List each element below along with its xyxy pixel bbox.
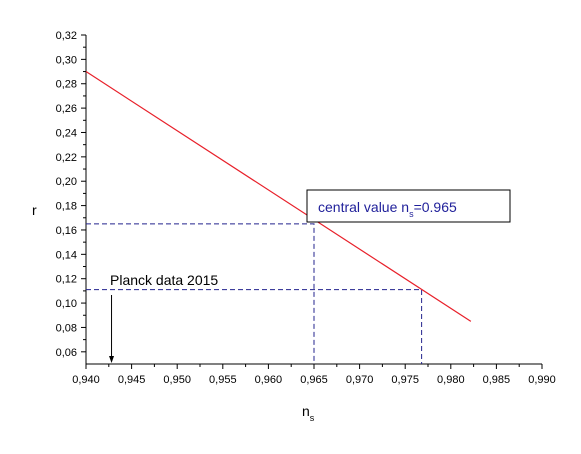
y-tick-label: 0,30: [56, 54, 77, 66]
y-tick-label: 0,32: [56, 30, 77, 42]
x-tick-label: 0,940: [72, 374, 100, 386]
central-value-box: [306, 189, 511, 223]
annotations: central value ns=0.965 Planck data 2015: [109, 189, 511, 363]
x-tick-label: 0,960: [255, 374, 283, 386]
series-line: [85, 71, 472, 322]
y-tick-label: 0,26: [56, 103, 77, 115]
x-tick-label: 0,990: [528, 374, 556, 386]
x-tick-label: 0,975: [391, 374, 419, 386]
planck-arrow-head: [109, 356, 115, 363]
x-tick-label: 0,965: [300, 374, 328, 386]
y-tick-label: 0,24: [56, 127, 77, 139]
y-tick-label: 0,10: [56, 298, 77, 310]
planck-label: Planck data 2015: [110, 272, 218, 288]
y-tick-label: 0,14: [56, 249, 77, 261]
x-tick-label: 0,985: [483, 374, 511, 386]
x-tick-label: 0,945: [118, 374, 146, 386]
x-tick-label: 0,955: [209, 374, 237, 386]
x-tick-label: 0,950: [163, 374, 191, 386]
central-value-text: central value n: [318, 199, 409, 215]
y-tick-label: 0,08: [56, 322, 77, 334]
y-tick-label: 0,18: [56, 201, 77, 213]
y-tick-label: 0,22: [56, 152, 77, 164]
central-value-label: central value ns=0.965: [318, 199, 457, 219]
x-tick-label: 0,970: [346, 374, 374, 386]
central-value-suffix: =0.965: [414, 199, 457, 215]
y-tick-label: 0,12: [56, 274, 77, 286]
x-axis-title: ns: [302, 403, 315, 423]
guide-line: [86, 223, 315, 364]
x-axis-title-main: n: [302, 403, 310, 419]
y-tick-label: 0,28: [56, 79, 77, 91]
y-tick-label: 0,20: [56, 176, 77, 188]
axes: 0,940 0,945 0,950 0,955 0,960 0,965 0,970 0,975…: [56, 30, 556, 386]
central-value-sub: s: [409, 209, 414, 219]
guide-lines: [86, 223, 423, 364]
series-lines: [85, 71, 472, 322]
guide-line: [86, 289, 423, 364]
y-axis-title: r: [32, 202, 37, 218]
y-tick-label: 0,06: [56, 347, 77, 359]
y-tick-label: 0,16: [56, 225, 77, 237]
x-tick-label: 0,980: [437, 374, 465, 386]
x-axis-title-sub: s: [310, 413, 315, 423]
